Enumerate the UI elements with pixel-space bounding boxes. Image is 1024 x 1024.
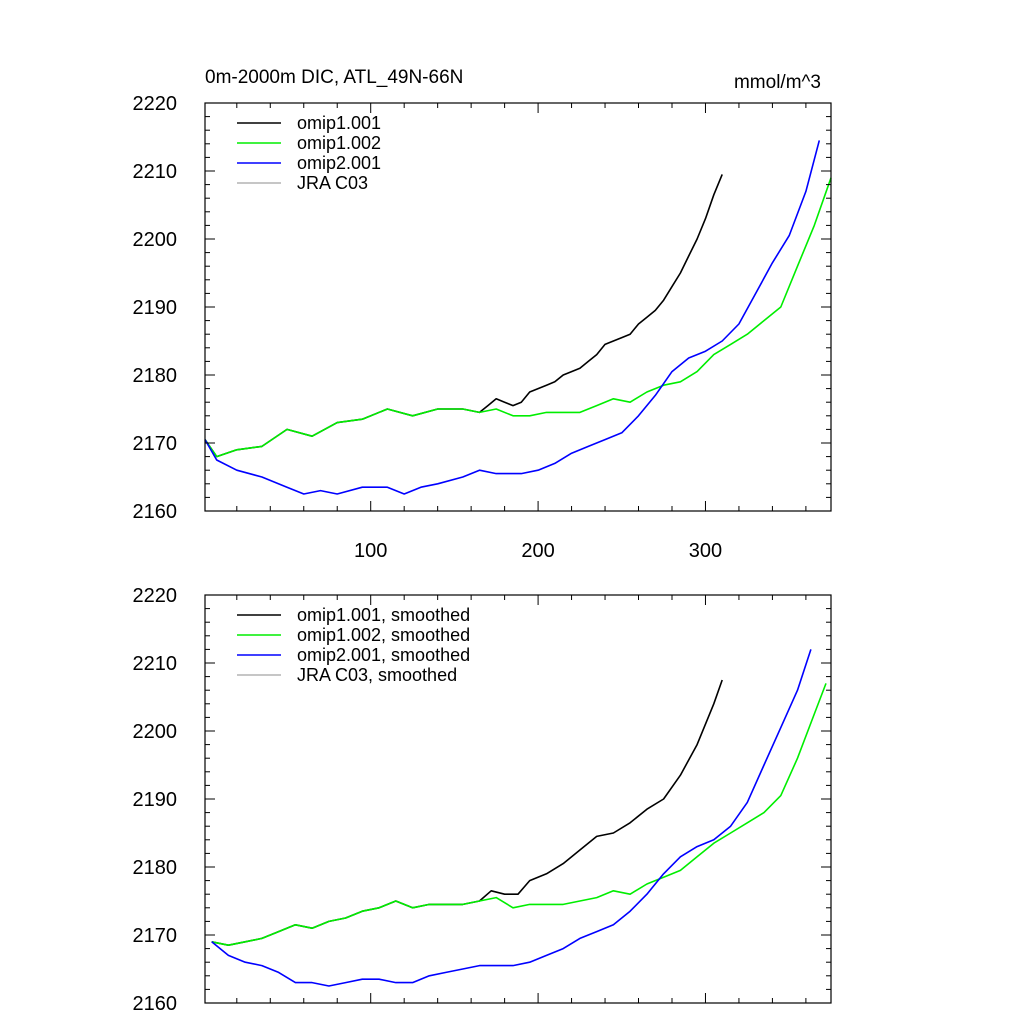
panel1-series-line-2: [204, 177, 832, 458]
panel2-series-line-2: [211, 683, 827, 947]
panel2: 2160 2170 2180 2190 2200 2210 2220 omip1.001, s…: [133, 585, 832, 1015]
panel1-series-line-3: [204, 140, 821, 495]
panel1-xtick-label-1: 100: [354, 540, 387, 562]
panel2-ytick-label-1: 2160: [133, 993, 178, 1015]
panel2-legend-label-4: JRA C03, smoothed: [297, 665, 457, 685]
panel1-legend-label-3: omip2.001: [297, 153, 381, 173]
panel2-ytick-label-6: 2210: [133, 653, 178, 675]
panel1-ytick-label-4: 2190: [133, 297, 178, 319]
panel2-series-line-3: [211, 649, 812, 987]
panel1: 2160 2170 2180 2190 2200 2210 2220 100 200 300 0m-…: [133, 67, 832, 562]
panel1-ytick-label-6: 2210: [133, 161, 178, 183]
panel1-legend-label-4: JRA C03: [297, 173, 368, 193]
panel2-ytick-label-3: 2180: [133, 857, 178, 879]
panel1-title: 0m-2000m DIC, ATL_49N-66N: [205, 67, 463, 88]
panel2-legend-label-3: omip2.001, smoothed: [297, 645, 470, 665]
panel1-series-line-1: [204, 174, 723, 458]
panel1-ytick-label-7: 2220: [133, 93, 178, 115]
panel1-legend-label-1: omip1.001: [297, 113, 381, 133]
panel2-ytick-label-7: 2220: [133, 585, 178, 607]
panel2-ytick-label-5: 2200: [133, 721, 178, 743]
panel1-ytick-label-3: 2180: [133, 365, 178, 387]
panel1-ytick-label-5: 2200: [133, 229, 178, 251]
panel1-legend-label-2: omip1.002: [297, 133, 381, 153]
panel2-ytick-label-4: 2190: [133, 789, 178, 811]
panel1-xtick-label-3: 300: [689, 540, 722, 562]
panel2-legend-label-1: omip1.001, smoothed: [297, 605, 470, 625]
panel1-ytick-label-2: 2170: [133, 433, 178, 455]
panel1-xtick-label-2: 200: [521, 540, 554, 562]
panel2-ytick-label-2: 2170: [133, 925, 178, 947]
panel2-legend-label-2: omip1.002, smoothed: [297, 625, 470, 645]
panel2-series-line-1: [211, 679, 723, 947]
panel1-ytick-label-1: 2160: [133, 501, 178, 523]
panel1-units-label: mmol/m^3: [734, 72, 821, 93]
